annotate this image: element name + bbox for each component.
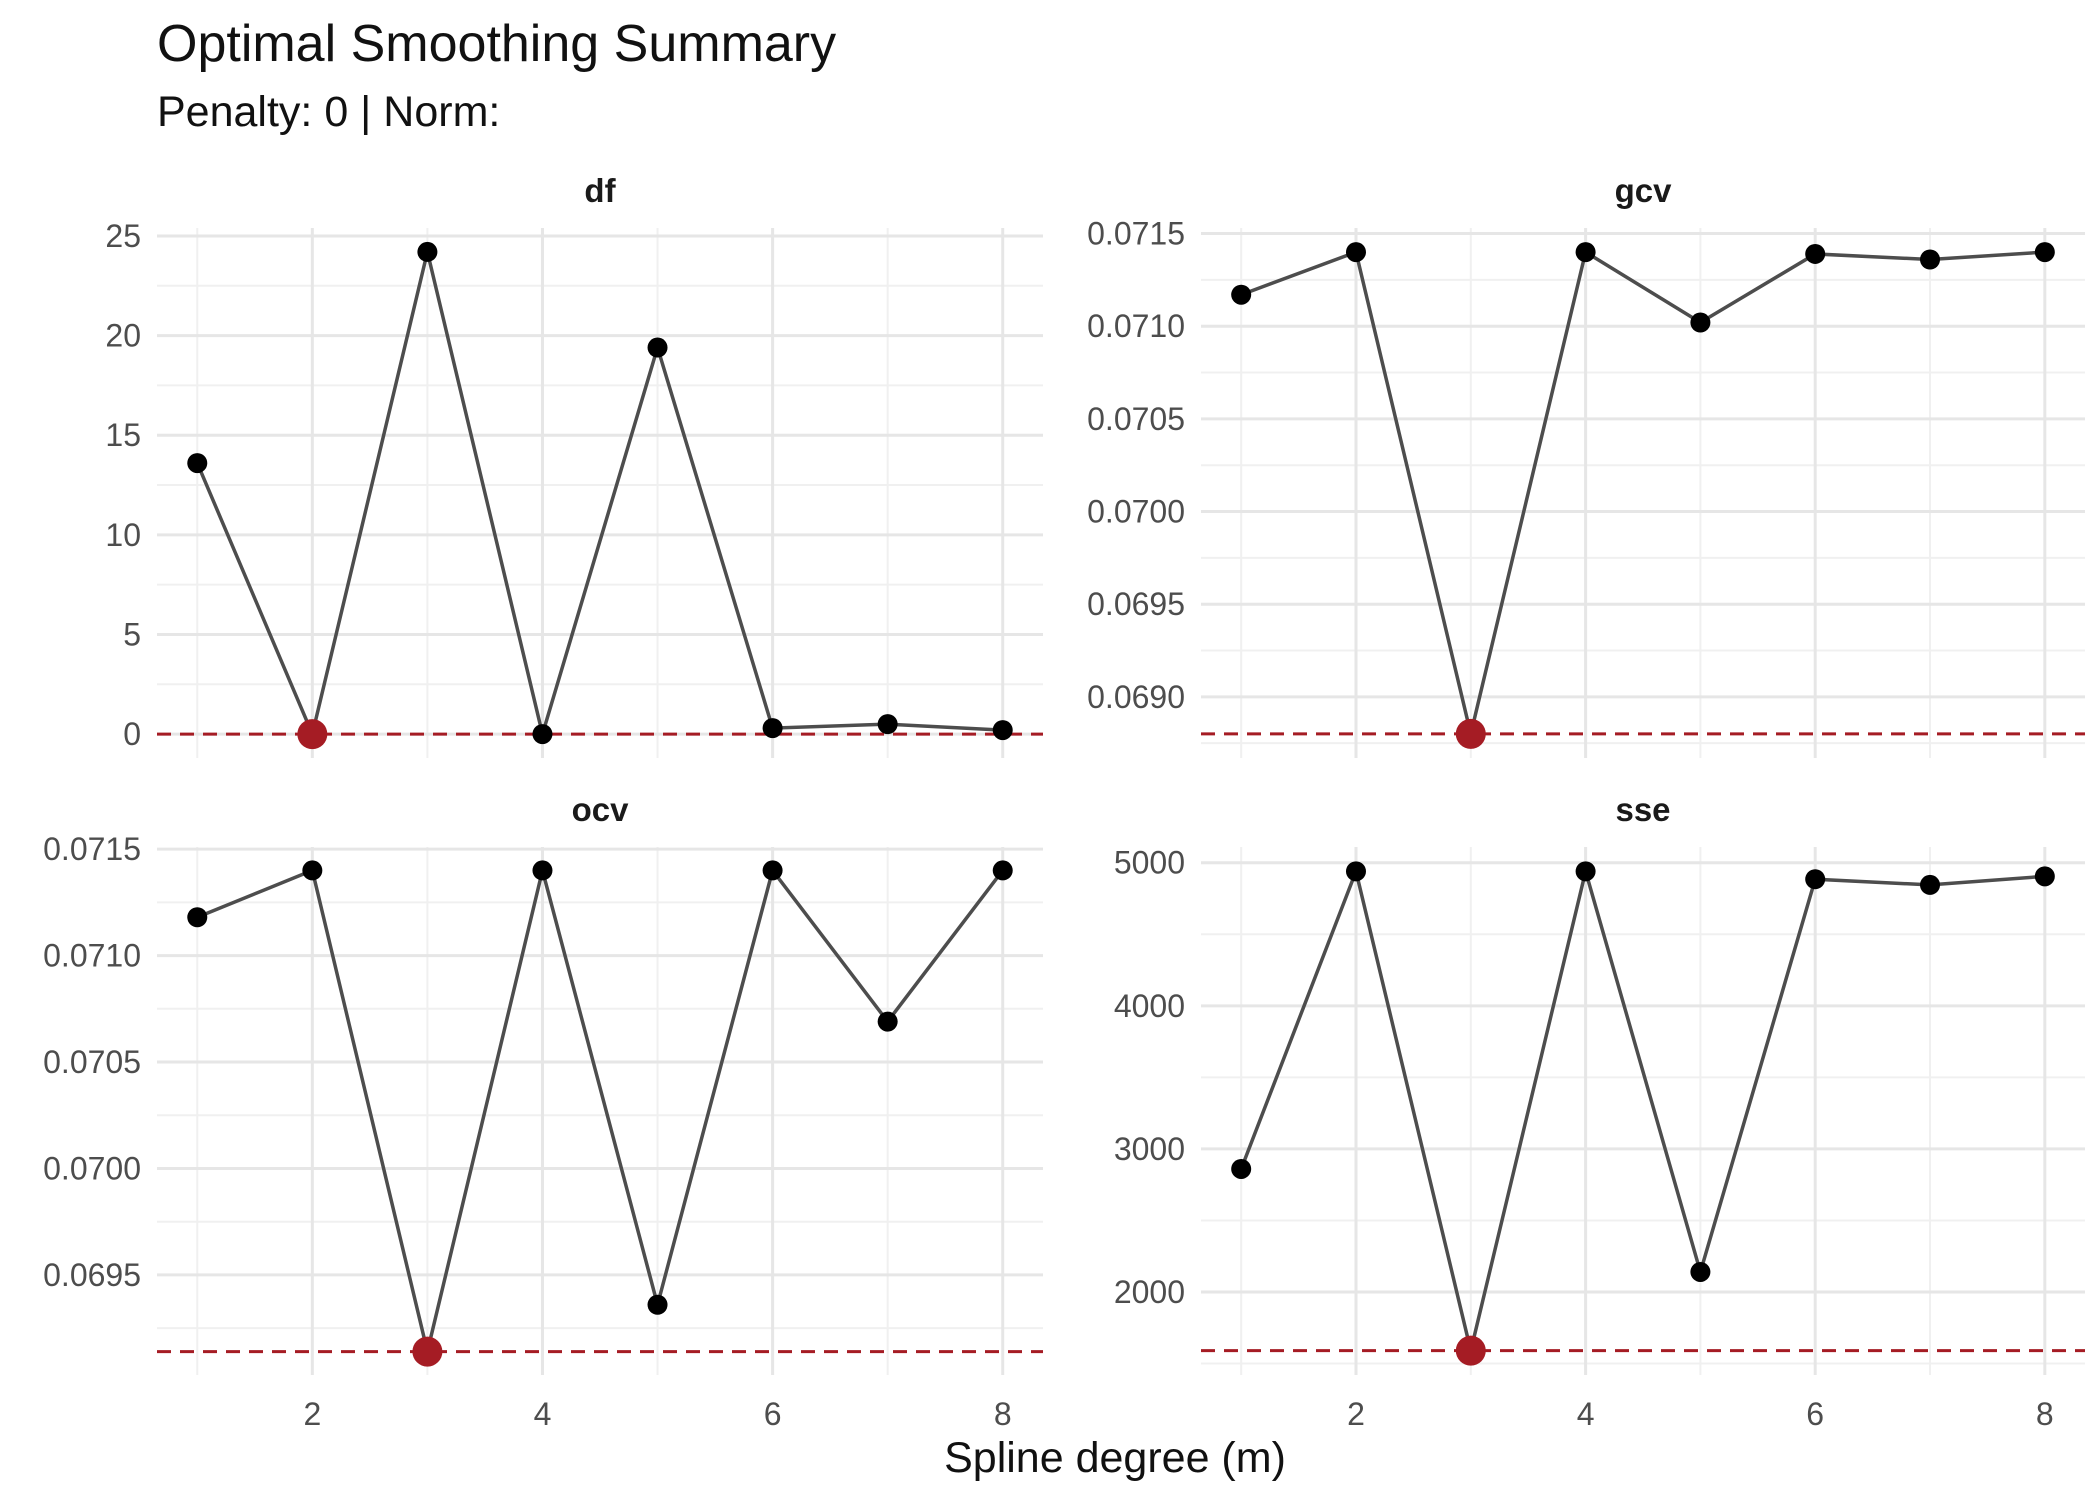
- data-point: [1345, 861, 1366, 882]
- x-tick-label: 2: [303, 1396, 321, 1432]
- series-line: [1239, 864, 2045, 1352]
- data-point: [877, 1011, 898, 1032]
- chart-title: Optimal Smoothing Summary: [157, 15, 837, 73]
- data-point: [532, 724, 553, 745]
- y-tick-label: 5: [123, 616, 141, 652]
- x-axis-label: Spline degree (m): [944, 1434, 1286, 1482]
- y-tick-label: 0.0705: [1087, 401, 1185, 437]
- y-tick-label: 2000: [1114, 1274, 1185, 1310]
- data-point: [302, 860, 323, 881]
- series-line: [196, 866, 1005, 1352]
- panel-title: gcv: [1615, 172, 1673, 209]
- data-point: [1690, 312, 1711, 333]
- y-tick-label: 0.0695: [43, 1257, 141, 1293]
- data-point: [762, 860, 783, 881]
- panel-sse: 2000 3000 4000 5000 2 4 6 8 sse: [1114, 791, 2085, 1432]
- y-tick-label: 0.0700: [1087, 494, 1185, 530]
- data-point: [992, 860, 1013, 881]
- y-tick-label: 0.0715: [1087, 216, 1185, 252]
- optimum-point: [1455, 1335, 1486, 1366]
- y-tick-label: 0.0715: [43, 831, 141, 867]
- y-tick-label: 0.0695: [1087, 586, 1185, 622]
- data-point: [1231, 1158, 1252, 1179]
- data-point: [1345, 242, 1366, 263]
- panel-df: 0 5 10 15 20 25 df: [105, 172, 1043, 758]
- data-point: [877, 714, 898, 735]
- y-tick-label: 5000: [1114, 845, 1185, 881]
- y-tick-label: 0.0710: [43, 938, 141, 974]
- chart-subtitle: Penalty: 0 | Norm:: [157, 88, 501, 136]
- data-point: [647, 1294, 668, 1315]
- x-tick-label: 4: [534, 1396, 552, 1432]
- y-tick-label: 0.0710: [1087, 308, 1185, 344]
- x-tick-label: 2: [1347, 1396, 1365, 1432]
- data-point: [187, 453, 208, 474]
- data-point: [1805, 243, 1826, 264]
- y-tick-label: 25: [105, 218, 141, 254]
- y-tick-label: 15: [105, 417, 141, 453]
- x-tick-label: 8: [994, 1396, 1012, 1432]
- data-point: [532, 860, 553, 881]
- y-tick-label: 0.0700: [43, 1150, 141, 1186]
- data-point: [2034, 242, 2055, 263]
- y-tick-label: 3000: [1114, 1131, 1185, 1167]
- data-point: [1805, 869, 1826, 890]
- x-tick-label: 8: [2036, 1396, 2054, 1432]
- y-tick-label: 0.0690: [1087, 679, 1185, 715]
- optimum-point: [1455, 718, 1486, 749]
- y-tick-label: 10: [105, 517, 141, 553]
- y-tick-label: 0.0705: [43, 1044, 141, 1080]
- data-point: [992, 720, 1013, 741]
- data-point: [1575, 242, 1596, 263]
- x-tick-label: 6: [764, 1396, 782, 1432]
- panel-title: ocv: [572, 791, 630, 828]
- panel-ocv: 0.0695 0.0700 0.0705 0.0710 0.0715 2 4 6 8 ocv: [43, 791, 1043, 1432]
- x-tick-label: 4: [1577, 1396, 1595, 1432]
- y-tick-label: 0: [123, 716, 141, 752]
- optimum-point: [412, 1336, 443, 1367]
- y-tick-label: 20: [105, 318, 141, 354]
- panel-gcv: 0.0690 0.0695 0.0700 0.0705 0.0710 0.0715 gcv: [1087, 172, 2085, 758]
- optimum-point: [297, 719, 328, 750]
- data-point: [1690, 1261, 1711, 1282]
- data-point: [647, 337, 668, 358]
- data-point: [417, 241, 438, 262]
- series-line: [195, 251, 1003, 741]
- x-tick-label: 6: [1806, 1396, 1824, 1432]
- panel-title: sse: [1615, 791, 1670, 828]
- data-point: [1920, 874, 1941, 895]
- data-point: [2034, 866, 2055, 887]
- data-point: [1575, 861, 1596, 882]
- panel-title: df: [584, 172, 616, 209]
- data-point: [1231, 284, 1252, 305]
- data-point: [1920, 249, 1941, 270]
- series-line: [1240, 249, 2045, 735]
- data-point: [187, 907, 208, 928]
- y-tick-label: 4000: [1114, 988, 1185, 1024]
- data-point: [762, 718, 783, 739]
